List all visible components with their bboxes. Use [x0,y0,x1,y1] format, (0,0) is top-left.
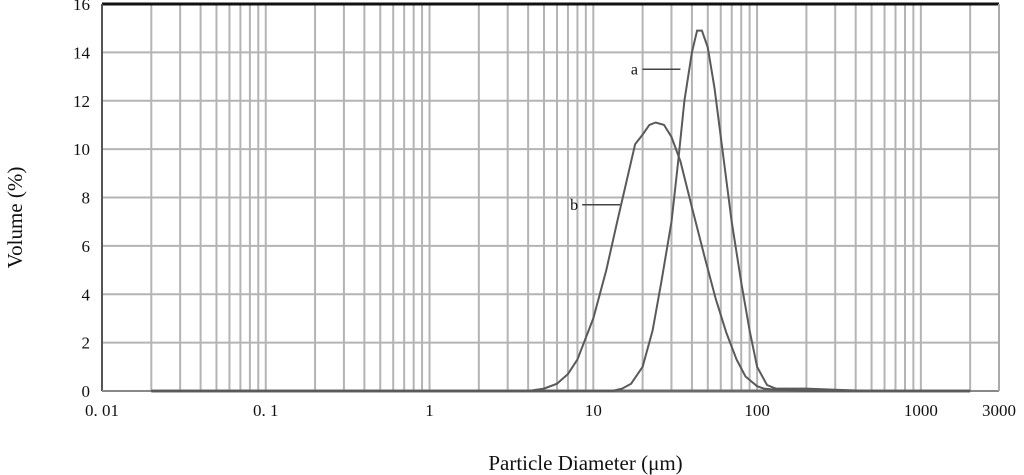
y-tick-label: 0 [82,382,91,401]
x-tick-label: 1 [425,401,434,420]
curve-annotations: ab [570,61,681,214]
y-tick-label: 2 [82,334,91,353]
y-axis-title: Volume (%) [3,167,27,269]
series-line-b [151,121,971,392]
y-tick-label: 8 [82,189,91,208]
y-tick-label: 14 [73,43,91,62]
curve-label-a: a [631,61,638,78]
curve-label-b: b [570,197,578,214]
y-tick-label: 10 [73,140,90,159]
y-axis-ticks: 0 2 4 6 8 10 12 14 16 [73,0,91,401]
x-tick-label: 1000 [904,401,938,420]
y-tick-label: 4 [82,285,91,304]
y-tick-label: 16 [73,0,90,14]
x-tick-label: 10 [585,401,602,420]
y-tick-label: 6 [82,237,91,256]
series-group [151,29,971,392]
x-tick-label: 3000 [982,401,1016,420]
x-tick-label: 0. 1 [253,401,279,420]
y-tick-label: 12 [73,92,90,111]
x-tick-label: 0. 01 [85,401,119,420]
x-axis-ticks: 0. 01 0. 1 1 10 100 1000 3000 [85,401,1016,420]
x-axis-title: Particle Diameter (μm) [488,451,682,475]
series-line-a [151,29,971,392]
x-tick-label: 100 [744,401,770,420]
